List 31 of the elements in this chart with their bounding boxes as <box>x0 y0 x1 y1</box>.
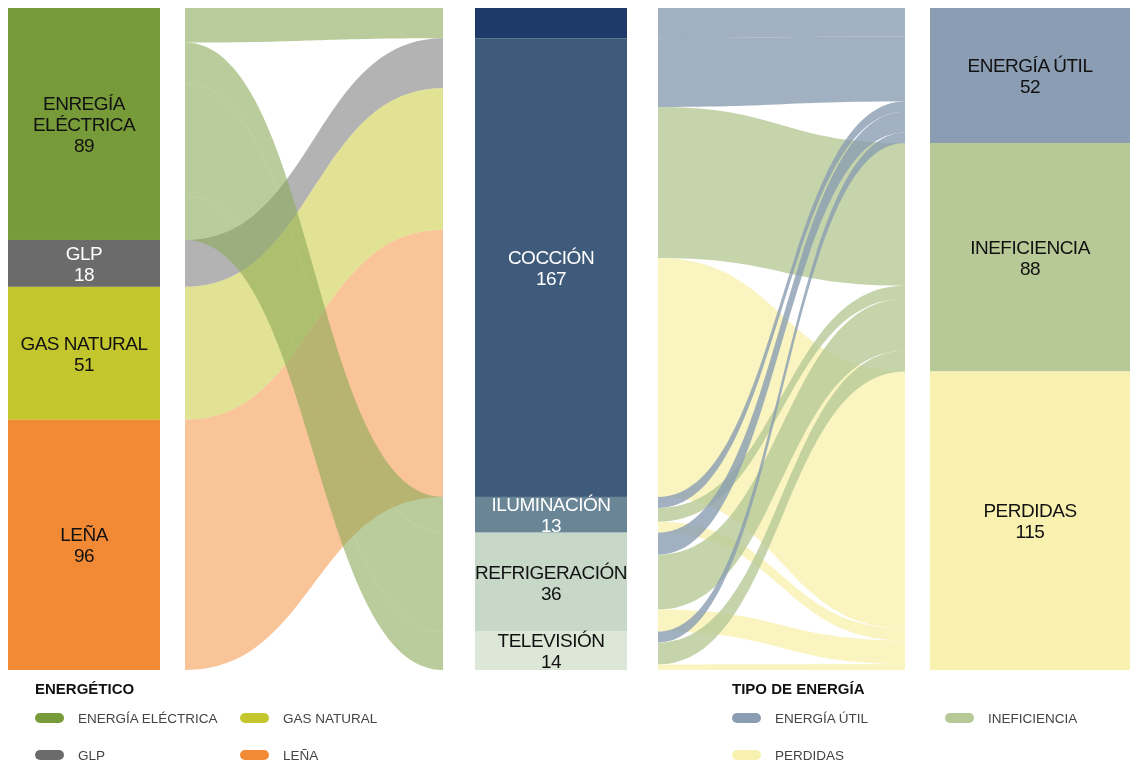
data-label: 13 <box>540 514 562 536</box>
legend-label: ENERGÍA ELÉCTRICA <box>78 710 218 726</box>
legend-title: TIPO DE ENERGÍA <box>732 680 865 697</box>
data-label: 89 <box>73 134 95 156</box>
category-label: PERDIDAS <box>983 499 1077 521</box>
category-label: TELEVISIÓN <box>497 629 605 651</box>
legend-label: GAS NATURAL <box>283 710 378 726</box>
data-label: 14 <box>540 650 562 672</box>
legend-label: LEÑA <box>283 747 319 763</box>
legend-title: ENERGÉTICO <box>35 680 135 697</box>
data-label: 167 <box>535 267 567 289</box>
category-label: COCCIÓN <box>507 246 595 268</box>
data-label: 52 <box>1019 75 1041 97</box>
data-label: 51 <box>73 353 95 375</box>
data-label: 115 <box>1015 520 1045 542</box>
data-label: 96 <box>73 544 95 566</box>
legend-label: ENERGÍA ÚTIL <box>775 710 869 726</box>
category-label: ILUMINACIÓN <box>491 493 611 515</box>
legend-label: INEFICIENCIA <box>988 710 1078 726</box>
data-label: 18 <box>73 263 95 285</box>
data-label: 36 <box>540 582 562 604</box>
category-label: REFRIGERACIÓN <box>475 561 627 583</box>
category-label: ENREGÍA ELÉCTRICA <box>32 92 136 135</box>
data-label: 88 <box>1019 257 1041 279</box>
legend-label: PERDIDAS <box>775 747 845 763</box>
legend-label: GLP <box>78 747 106 763</box>
category-label: GLP <box>65 242 103 264</box>
category-label: ENERGÍA ÚTIL <box>967 54 1093 76</box>
category-label: LEÑA <box>60 523 109 545</box>
category-label: INEFICIENCIA <box>970 236 1091 258</box>
category-label: GAS NATURAL <box>20 332 148 354</box>
